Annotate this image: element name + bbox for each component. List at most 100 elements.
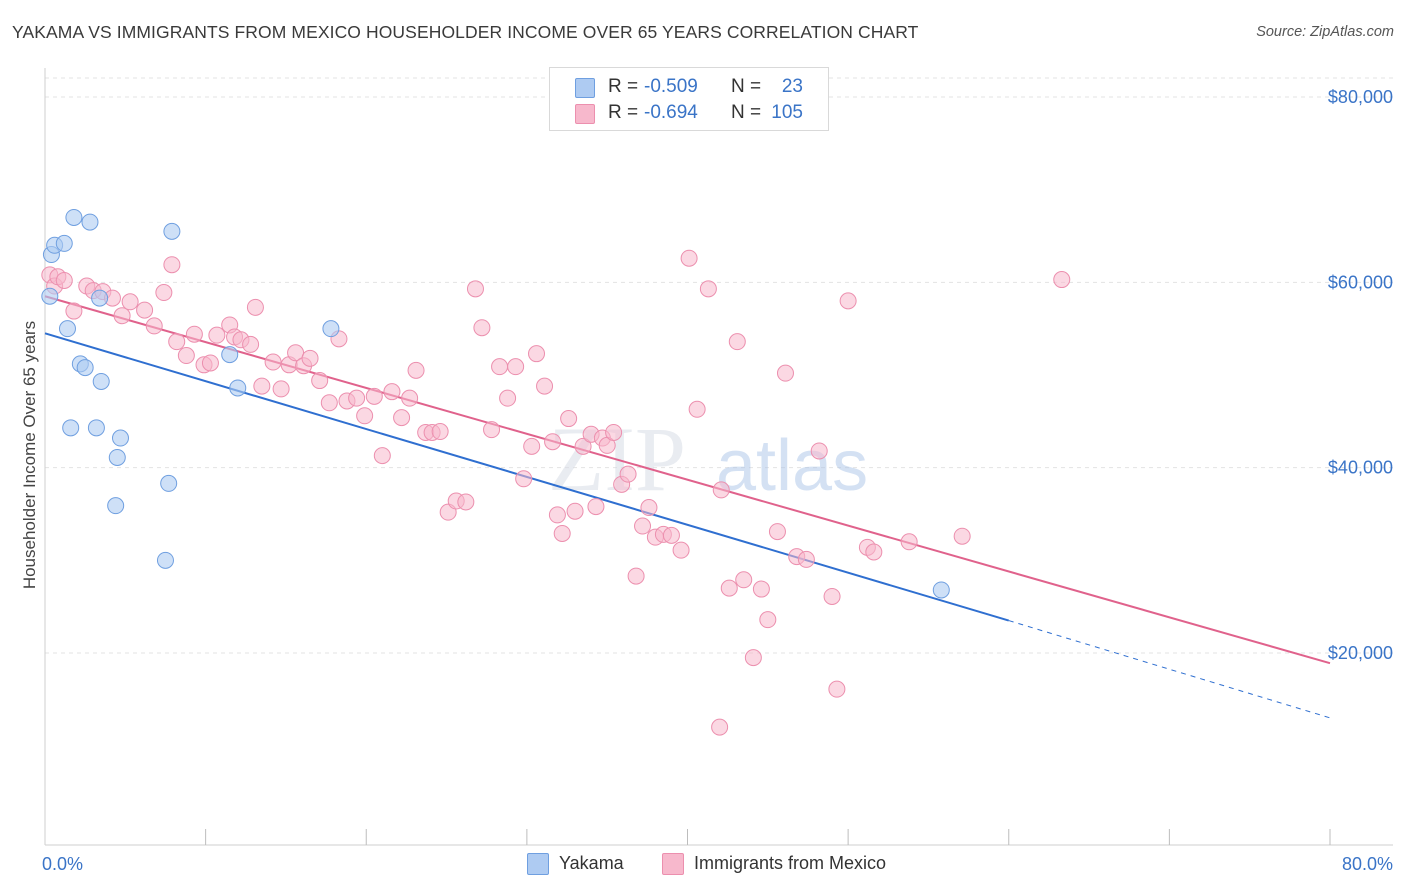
data-point-mexico [699,280,717,298]
y-tick-label: $20,000 [1328,643,1393,663]
data-point-mexico [457,493,475,511]
data-point-mexico [155,284,173,302]
data-point-yakama [65,208,83,226]
data-point-mexico [515,470,533,488]
data-point-mexico [1053,271,1071,289]
data-point-mexico [536,377,554,395]
axes [44,68,1393,846]
n-value: 105 [771,102,803,123]
trend-line-mexico [44,295,1331,665]
data-point-yakama [107,497,125,515]
data-point-mexico [201,354,219,372]
data-point-mexico [797,550,815,568]
r-label: R = [608,102,639,123]
data-point-mexico [356,407,374,425]
data-point-mexico [431,423,449,441]
data-point-mexico [365,387,383,405]
data-point-mexico [311,372,329,390]
data-point-mexico [711,718,729,736]
data-point-mexico [55,271,73,289]
data-point-mexico [735,571,753,589]
y-tick-label: $80,000 [1328,87,1393,107]
data-point-mexico [548,506,566,524]
data-point-mexico [759,611,777,629]
data-point-yakama [55,234,73,252]
data-point-mexico [491,358,509,376]
data-point-mexico [680,249,698,267]
data-point-mexico [688,400,706,418]
data-point-mexico [553,524,571,542]
data-point-mexico [473,319,491,337]
data-point-mexico [177,347,195,365]
data-point-yakama [92,372,110,390]
data-point-mexico [272,380,290,398]
data-point-mexico [185,325,203,343]
data-point-mexico [145,317,163,335]
data-point-mexico [287,344,305,362]
data-point-mexico [393,409,411,427]
legend-swatch-mexico [662,853,684,875]
data-point-mexico [163,256,181,274]
data-point-mexico [544,433,562,451]
data-point-mexico [566,502,584,520]
n-label: N = [731,102,762,123]
data-point-mexico [744,649,762,667]
data-point-mexico [728,333,746,351]
data-point-mexico [320,394,338,412]
data-point-mexico [401,389,419,407]
data-point-mexico [839,292,857,310]
y-tick-label: $60,000 [1328,272,1393,292]
data-point-mexico [136,301,154,319]
x-tick-label-start: 0.0% [42,854,83,874]
data-point-mexico [619,465,637,483]
data-point-mexico [246,298,264,316]
axis-labels: $20,000 $40,000 $60,000 $80,000 [1328,87,1393,663]
chart-title: YAKAMA VS IMMIGRANTS FROM MEXICO HOUSEHO… [12,22,919,42]
data-point-mexico [776,364,794,382]
data-point-mexico [605,423,623,441]
data-point-mexico [768,523,786,541]
data-point-mexico [113,307,131,325]
y-tick-label: $40,000 [1328,458,1393,478]
data-point-mexico [407,361,425,379]
data-point-mexico [242,335,260,353]
gridlines [45,77,1393,654]
data-point-mexico [383,383,401,401]
data-point-mexico [373,447,391,465]
data-point-mexico [662,526,680,544]
data-point-yakama [229,379,247,397]
data-point-mexico [121,293,139,311]
legend-row-yakama: R = -0.509 N = 23 [550,76,828,100]
data-point-mexico [627,567,645,585]
data-point-mexico [720,579,738,597]
data-point-yakama [160,474,178,492]
data-point-mexico [523,437,541,455]
data-point-mexico [507,358,525,376]
legend-label-yakama: Yakama [559,853,624,873]
source-label: Source: ZipAtlas.com [1256,24,1394,40]
data-point-mexico [528,345,546,363]
data-point-mexico [953,527,971,545]
data-point-mexico [828,680,846,698]
data-point-mexico [900,533,918,551]
data-point-mexico [640,499,658,517]
data-point-mexico [574,437,592,455]
data-point-mexico [560,410,578,428]
data-point-mexico [499,389,517,407]
trend-line-yakama-extension [1008,620,1331,719]
legend-swatch-pink [575,104,595,124]
data-point-yakama [81,213,99,231]
r-label: R = [608,76,639,97]
data-point-mexico [712,481,730,499]
legend-label-mexico: Immigrants from Mexico [694,853,887,873]
series-immigrants-from-mexico [41,249,1071,736]
y-axis-label: Householder Income Over 65 years [20,321,39,589]
data-point-mexico [208,326,226,344]
correlation-legend: R = -0.509 N = 23 R = -0.694 N = 105 [549,67,829,131]
data-point-yakama [163,222,181,240]
r-value: -0.509 [644,76,698,97]
data-point-mexico [634,517,652,535]
watermark-atlas: atlas [716,426,868,506]
data-point-mexico [810,442,828,460]
data-point-yakama [111,429,129,447]
